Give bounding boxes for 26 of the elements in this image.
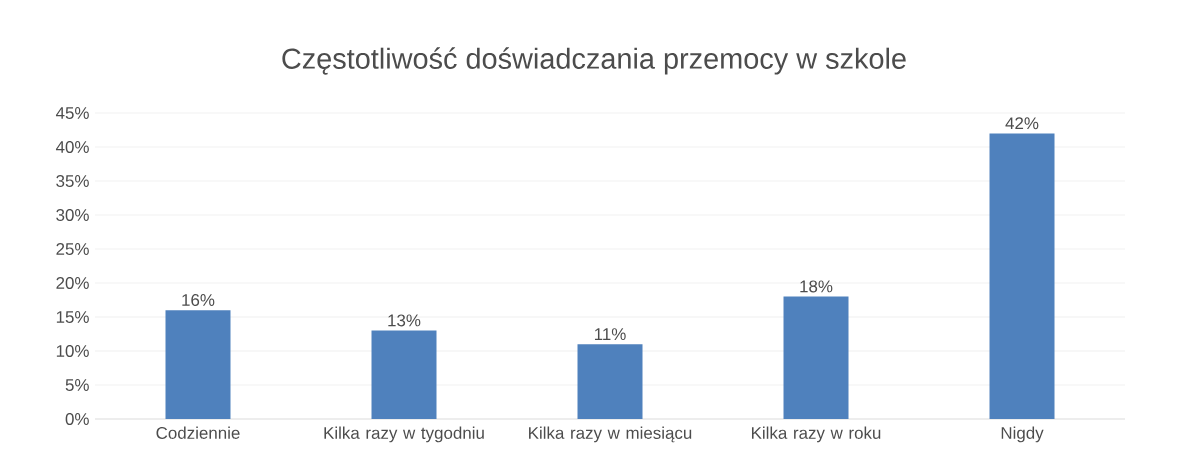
x-tick-label: Kilka razy w roku	[751, 426, 881, 443]
y-tick-label: 10%	[56, 345, 89, 357]
bar	[577, 344, 643, 419]
data-label: 11%	[594, 328, 626, 340]
y-tick-label: 15%	[56, 311, 89, 323]
bar	[783, 296, 849, 419]
y-tick-label: 40%	[55, 141, 89, 153]
data-label: 16%	[182, 294, 215, 307]
y-tick-label: 45%	[55, 107, 89, 119]
x-tick-label: Kilka razy w tygodniu	[324, 426, 484, 443]
chart-title: Częstotliwość doświadczania przemocy w szkole	[282, 47, 906, 75]
bar	[165, 310, 231, 419]
y-tick-label: 25%	[56, 243, 89, 255]
x-tick-label: Codziennie	[156, 426, 240, 439]
y-tick-label: 0%	[65, 413, 89, 425]
data-label: 42%	[1005, 117, 1039, 130]
y-tick-label: 30%	[56, 209, 89, 221]
x-tick-label: Kilka razy w miesiącu	[529, 426, 692, 443]
y-tick-label: 5%	[65, 379, 89, 391]
y-tick-label: 35%	[56, 175, 89, 187]
y-tick-label: 20%	[56, 277, 89, 289]
data-label: 13%	[388, 314, 421, 327]
bar	[989, 133, 1055, 419]
x-tick-label: Nigdy	[1001, 426, 1044, 443]
data-label: 18%	[800, 280, 833, 293]
bar	[371, 330, 437, 419]
